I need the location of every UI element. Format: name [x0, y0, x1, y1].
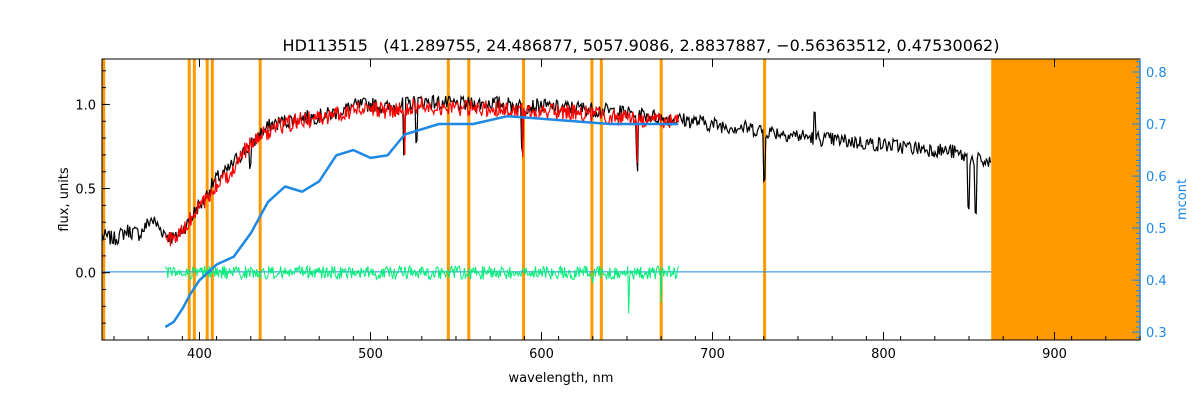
- x-tick-label: 600: [529, 347, 554, 362]
- series-model-flux: [164, 97, 679, 247]
- masked-line: [599, 59, 603, 340]
- masked-line: [192, 59, 196, 340]
- masked-line: [590, 59, 594, 340]
- y-tick-label: 0.0: [75, 267, 96, 282]
- y2-tick-label: 0.5: [1146, 222, 1167, 237]
- right-y-axis-label: mcont: [1175, 179, 1190, 220]
- masked-region: [991, 59, 1140, 340]
- y2-tick-label: 0.4: [1146, 274, 1167, 289]
- masked-line: [205, 59, 209, 340]
- y2-tick-label: 0.3: [1146, 326, 1167, 341]
- series-observed-flux: [101, 94, 992, 246]
- y2-tick-label: 0.7: [1146, 118, 1167, 133]
- y-axis-label: flux, units: [57, 167, 72, 232]
- x-axis-label: wavelength, nm: [509, 371, 614, 386]
- x-tick-label: 500: [358, 347, 383, 362]
- x-tick-label: 400: [187, 347, 212, 362]
- y-tick-label: 1.0: [75, 98, 96, 113]
- y2-tick-label: 0.6: [1146, 170, 1167, 185]
- y-tick-label: 0.5: [75, 183, 96, 198]
- masked-line: [659, 59, 663, 340]
- y2-tick-label: 0.8: [1146, 66, 1167, 81]
- data-series: [101, 94, 992, 329]
- masked-line: [446, 59, 450, 340]
- series-residual: [164, 264, 679, 314]
- masked-line: [210, 59, 214, 340]
- series-continuum: [164, 114, 679, 329]
- chart-title: HD113515 (41.289755, 24.486877, 5057.908…: [283, 36, 1000, 55]
- masked-line: [187, 59, 191, 340]
- masked-line: [522, 59, 526, 340]
- x-tick-label: 900: [1042, 347, 1067, 362]
- masked-line: [763, 59, 767, 340]
- x-tick-label: 700: [700, 347, 725, 362]
- x-tick-label: 800: [871, 347, 896, 362]
- masked-line: [102, 59, 106, 340]
- plot-frame: [101, 58, 1141, 341]
- axes: 400 500 600 700 800 900 0.0 0.5 1.0 0.3 0.4 0.5 0.6 0…: [75, 59, 1167, 362]
- masked-regions: [102, 59, 1140, 340]
- masked-line: [467, 59, 471, 340]
- masked-line: [258, 59, 262, 340]
